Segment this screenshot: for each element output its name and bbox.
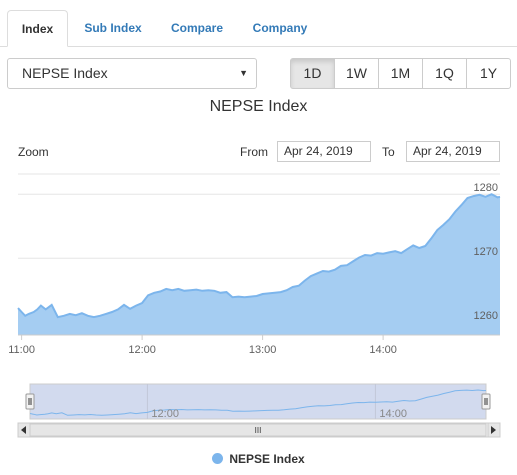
range-button-group: 1D 1W 1M 1Q 1Y <box>290 58 511 89</box>
x-axis: 11:00 12:00 13:00 14:00 <box>8 335 397 356</box>
tab-compare[interactable]: Compare <box>170 21 223 35</box>
series-area-nepse-index <box>18 194 500 335</box>
navigator-scrollbar[interactable]: III <box>17 422 501 438</box>
y-tick-label-1270: 1270 <box>474 246 498 258</box>
from-date-input[interactable]: Apr 24, 2019 <box>277 141 371 162</box>
navigator-grid <box>146 384 376 419</box>
navigator-left-handle[interactable] <box>25 393 35 410</box>
index-select[interactable]: NEPSE Index ▼ <box>7 58 257 89</box>
scrollbar-grip: III <box>255 426 262 435</box>
tab-bar: Index Sub Index Compare Company <box>0 0 517 47</box>
range-button-1q[interactable]: 1Q <box>422 58 467 89</box>
range-button-1y[interactable]: 1Y <box>466 58 511 89</box>
navigator: 12:00 14:00 <box>25 383 491 420</box>
index-select-value: NEPSE Index <box>22 65 108 81</box>
y-tick-label-1280: 1280 <box>474 182 498 194</box>
scrollbar-right-arrow[interactable] <box>487 422 501 438</box>
series-line-nepse-index <box>17 193 501 319</box>
x-tick-label-13:00: 13:00 <box>249 344 277 356</box>
navigator-series-line <box>29 389 487 416</box>
navigator-tick-label-14:00: 14:00 <box>379 408 407 420</box>
legend[interactable]: NEPSE Index <box>0 452 517 466</box>
chevron-down-icon: ▼ <box>239 68 248 78</box>
tab-company[interactable]: Company <box>252 21 308 35</box>
chart-title: NEPSE Index <box>209 98 308 115</box>
scrollbar-left-arrow[interactable] <box>17 422 31 438</box>
navigator-right-handle[interactable] <box>481 393 491 410</box>
to-date-input[interactable]: Apr 24, 2019 <box>406 141 500 162</box>
x-tick-label-11:00: 11:00 <box>8 344 35 356</box>
y-tick-label-1260: 1260 <box>474 310 498 322</box>
tab-sub-index[interactable]: Sub Index <box>84 21 142 35</box>
x-tick-label-12:00: 12:00 <box>128 344 156 356</box>
navigator-tick-label-12:00: 12:00 <box>151 408 179 420</box>
range-button-1w[interactable]: 1W <box>334 58 379 89</box>
legend-item-nepse-index[interactable]: NEPSE Index <box>229 452 305 466</box>
to-label: To <box>382 145 395 159</box>
x-tick-label-14:00: 14:00 <box>369 344 397 356</box>
navigator-axis: 12:00 14:00 <box>151 408 407 420</box>
y-axis: 1260 1270 1280 <box>474 182 498 322</box>
from-label: From <box>240 145 268 159</box>
legend-marker <box>212 453 224 464</box>
tab-index[interactable]: Index <box>7 10 68 47</box>
navigator-background <box>29 383 487 420</box>
zoom-label: Zoom <box>18 145 49 159</box>
